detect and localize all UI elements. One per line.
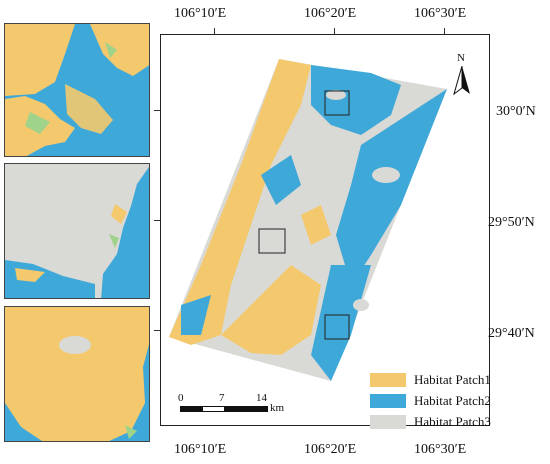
tick-left-2 — [154, 220, 160, 221]
tick-top-1 — [214, 28, 215, 34]
tick-left-1 — [154, 110, 160, 111]
lon-label-bottom-3: 106°30′E — [414, 442, 467, 457]
scale-tick-7: 7 — [219, 392, 225, 404]
inset-bottom — [4, 306, 150, 442]
scale-bar: 0 7 14 km — [176, 392, 296, 422]
main-map — [169, 59, 447, 381]
scale-tick-0: 0 — [178, 392, 184, 404]
sample-box-2 — [258, 228, 286, 254]
north-arrow: N — [452, 52, 472, 96]
legend-item-patch3: Habitat Patch3 — [370, 414, 491, 430]
legend-swatch-patch2 — [370, 394, 406, 408]
legend-label-patch2: Habitat Patch2 — [414, 393, 491, 408]
lon-label-top-2: 106°20′E — [304, 6, 357, 21]
tick-top-3 — [444, 28, 445, 34]
legend-item-patch2: Habitat Patch2 — [370, 393, 491, 409]
lat-label-2: 29°50′N — [488, 215, 535, 230]
sample-box-3 — [324, 314, 350, 340]
scale-bar-graphic — [180, 406, 268, 412]
lat-label-1: 30°0′N — [496, 104, 536, 119]
lon-label-top-1: 106°10′E — [174, 6, 227, 21]
main-map-frame — [160, 34, 490, 426]
legend-label-patch3: Habitat Patch3 — [414, 414, 491, 429]
sample-box-1 — [324, 90, 350, 116]
lon-label-top-3: 106°30′E — [414, 6, 467, 21]
north-arrow-label: N — [457, 52, 465, 64]
tick-left-3 — [154, 330, 160, 331]
lat-label-3: 29°40′N — [488, 326, 535, 341]
inset-top-map — [5, 24, 149, 156]
lon-label-bottom-1: 106°10′E — [174, 442, 227, 457]
inset-top — [4, 23, 150, 157]
legend-swatch-patch1 — [370, 373, 406, 387]
lon-label-bottom-2: 106°20′E — [304, 442, 357, 457]
north-arrow-icon — [453, 66, 470, 96]
legend-swatch-patch3 — [370, 415, 406, 429]
scale-tick-14: 14 — [256, 392, 267, 404]
tick-top-2 — [334, 28, 335, 34]
scale-unit: km — [270, 402, 285, 414]
legend-label-patch1: Habitat Patch1 — [414, 372, 491, 387]
inset-middle-map — [5, 164, 149, 298]
inset-bottom-map — [5, 307, 149, 441]
legend-item-patch1: Habitat Patch1 — [370, 372, 491, 388]
inset-middle — [4, 163, 150, 299]
